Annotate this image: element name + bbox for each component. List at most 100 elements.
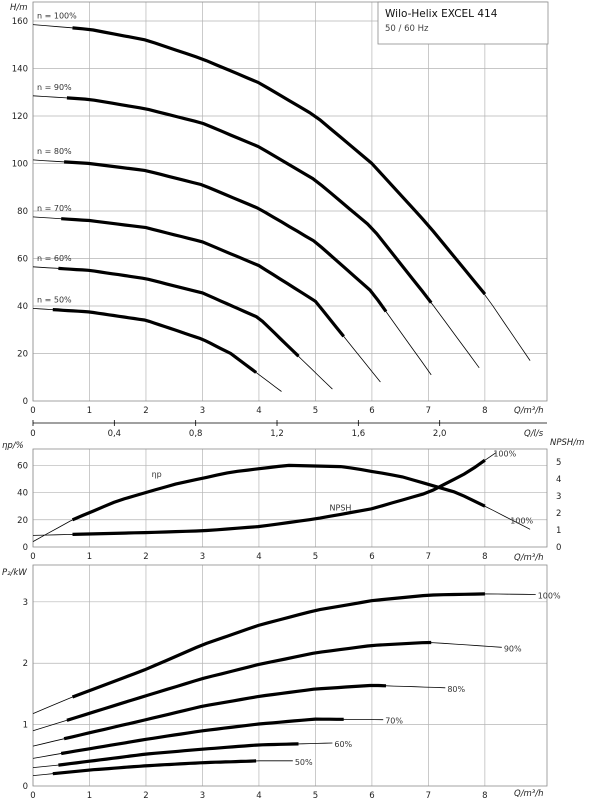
npsh-y-tick-label: 3 <box>556 492 561 502</box>
head-curve-thin <box>32 24 531 361</box>
power-curve-operating <box>63 683 387 741</box>
power-curve-thin <box>32 684 446 747</box>
head-series-label: n = 70% <box>37 204 72 213</box>
head-curve-operating <box>72 26 487 296</box>
head-x-tick-label: 6 <box>369 406 374 416</box>
power-x-tick-label: 6 <box>369 791 374 800</box>
head-x-tick-label: 3 <box>200 406 205 416</box>
secondary-x-tick-label: 0,8 <box>189 429 203 439</box>
power-series-label: 60% <box>334 740 352 749</box>
npsh-y-tick-label: 2 <box>556 509 561 519</box>
power-curve-operating <box>58 742 299 767</box>
eff-y-axis-label: ηp/% <box>2 441 24 451</box>
eff-plot-frame <box>32 448 548 548</box>
secondary-x-tick-label: 2,0 <box>433 429 447 439</box>
head-curve-operating <box>64 160 388 313</box>
power-curve-operating <box>52 759 257 776</box>
head-series-label: n = 80% <box>37 147 72 156</box>
head-curve-thin <box>32 95 480 369</box>
npsh-y-tick-label: 1 <box>556 526 561 536</box>
head-curve-thin <box>32 308 282 392</box>
eff-y-tick-label: 20 <box>17 516 28 526</box>
head-curve-operating <box>58 266 300 358</box>
secondary-x-tick-label: 0 <box>30 429 35 439</box>
power-x-tick-label: 3 <box>200 791 205 800</box>
head-y-tick-label: 120 <box>12 112 28 122</box>
head-curve-operating <box>61 217 345 338</box>
eff-x-tick-label: 3 <box>200 552 205 562</box>
power-panel: 0 1 2 3 4 5 6 7 8 0 1 2 3 100% 90% 80% 70% 60% 50% <box>23 564 561 800</box>
power-x-axis-label: Q/m³/h <box>514 789 544 799</box>
power-curve-thin <box>32 718 384 759</box>
secondary-x-tick-label: 1,6 <box>352 429 366 439</box>
power-curve-operating <box>66 640 432 722</box>
eff-curve-operating <box>72 458 486 536</box>
power-curve-operating <box>60 717 344 756</box>
eff-x-tick-label: 5 <box>313 552 318 562</box>
head-series-label: n = 100% <box>37 12 77 21</box>
eff-x-tick-label: 8 <box>482 552 487 562</box>
head-y-axis-label: H/m <box>10 3 28 13</box>
eff-x-tick-label: 6 <box>369 552 374 562</box>
power-x-tick-label: 0 <box>30 791 35 800</box>
head-curve-operating <box>52 308 258 374</box>
head-y-tick-label: 20 <box>17 350 28 360</box>
chart-title: Wilo-Helix EXCEL 414 <box>385 8 498 20</box>
eff-x-tick-label: 4 <box>256 552 261 562</box>
head-curve-thin <box>32 216 381 383</box>
power-x-tick-label: 7 <box>426 791 431 800</box>
power-y-tick-label: 0 <box>23 782 28 792</box>
npsh-y-tick-label: 0 <box>556 543 561 553</box>
power-y-axis-label: P₂/kW <box>2 568 27 578</box>
npsh-series-label: NPSH <box>330 503 352 512</box>
eff-curve-operating <box>71 463 486 522</box>
head-y-tick-label: 40 <box>17 302 28 312</box>
eff-x-axis-label: Q/m³/h <box>514 553 544 563</box>
npsh-end-label: 100% <box>493 450 516 459</box>
power-curve-operating <box>71 592 485 699</box>
npsh-y-axis-label: NPSH/m <box>550 438 584 448</box>
power-x-tick-label: 5 <box>313 791 318 800</box>
chart-subtitle: 50 / 60 Hz <box>385 24 429 34</box>
head-curve-thin <box>32 159 432 376</box>
head-curve-operating <box>66 96 433 304</box>
power-y-tick-label: 2 <box>23 659 28 669</box>
eff-y-tick-label: 60 <box>17 461 28 471</box>
power-series-label: 80% <box>447 685 465 694</box>
eta-series-label: ηp <box>152 470 162 479</box>
head-x-tick-label: 0 <box>30 406 35 416</box>
head-x-tick-label: 7 <box>426 406 431 416</box>
secondary-x-axis-label: Q/l/s <box>524 429 544 439</box>
head-x-tick-label: 2 <box>143 406 148 416</box>
npsh-y-tick-label: 4 <box>556 475 561 485</box>
head-x-tick-label: 8 <box>482 406 487 416</box>
secondary-x-tick-label: 0,4 <box>108 429 122 439</box>
eta-end-label: 100% <box>510 516 533 525</box>
power-series-label: 70% <box>385 717 403 726</box>
head-series-label: n = 50% <box>37 295 72 304</box>
eff-x-tick-label: 7 <box>426 552 431 562</box>
eff-y-tick-label: 0 <box>23 543 28 553</box>
eff-y-tick-label: 40 <box>17 489 28 499</box>
power-series-label: 50% <box>295 758 313 767</box>
power-x-tick-label: 1 <box>87 791 92 800</box>
head-y-tick-label: 160 <box>12 17 28 27</box>
head-series-label: n = 60% <box>37 254 72 263</box>
secondary-x-tick-label: 1,2 <box>270 429 284 439</box>
head-y-tick-label: 60 <box>17 255 28 265</box>
power-plot-frame <box>32 564 548 787</box>
head-x-tick-label: 1 <box>87 406 92 416</box>
power-series-label: 100% <box>538 591 561 600</box>
power-x-tick-label: 8 <box>482 791 487 800</box>
head-y-tick-label: 100 <box>12 160 28 170</box>
head-plot-frame <box>32 1 548 402</box>
title-box <box>377 1 549 45</box>
power-series-label: 90% <box>504 644 522 653</box>
eff-x-tick-label: 2 <box>143 552 148 562</box>
head-x-tick-label: 4 <box>256 406 261 416</box>
eff-x-tick-label: 0 <box>30 552 35 562</box>
power-curve-thin <box>32 593 536 714</box>
eff-x-tick-label: 1 <box>87 552 92 562</box>
